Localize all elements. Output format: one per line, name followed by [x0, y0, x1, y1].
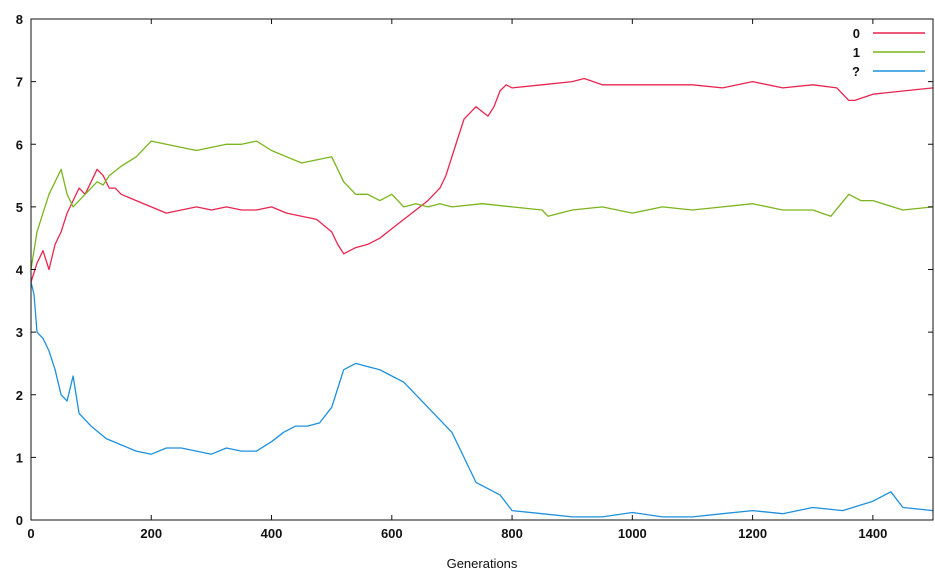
y-tick-label: 7: [16, 75, 23, 90]
legend: 0 1?: [852, 26, 925, 79]
y-tick-label: 6: [16, 137, 23, 152]
y-tick-label: 1: [16, 450, 23, 465]
legend-label-1: 1: [853, 45, 860, 60]
series-line-2: [30, 281, 934, 518]
legend-label-2: ?: [852, 64, 860, 79]
legend-label-0: 0: [853, 26, 860, 41]
y-tick-label: 8: [16, 12, 23, 27]
x-tick-label: 200: [140, 526, 162, 541]
x-tick-label: 1400: [858, 526, 887, 541]
x-axis-title: Generations: [447, 556, 518, 571]
x-tick-label: 800: [501, 526, 523, 541]
x-tick-label: 0: [27, 526, 34, 541]
series-line-1: [30, 140, 934, 270]
y-tick-label: 3: [16, 325, 23, 340]
x-tick-label: 600: [381, 526, 403, 541]
x-tick-label: 1200: [738, 526, 767, 541]
series-line-0: [30, 77, 934, 283]
y-tick-label: 4: [16, 263, 24, 278]
x-tick-label: 1000: [618, 526, 647, 541]
y-tick-label: 0: [16, 513, 23, 528]
x-tick-label: 400: [261, 526, 283, 541]
series-layer: [30, 77, 934, 518]
y-tick-label: 5: [16, 200, 23, 215]
plot-frame: [30, 18, 934, 521]
ticks-layer: 0 200 400 600 800 1000 1200 1400 0 1 2 3 4 5 6 7 8: [16, 12, 933, 541]
y-tick-label: 2: [16, 388, 23, 403]
